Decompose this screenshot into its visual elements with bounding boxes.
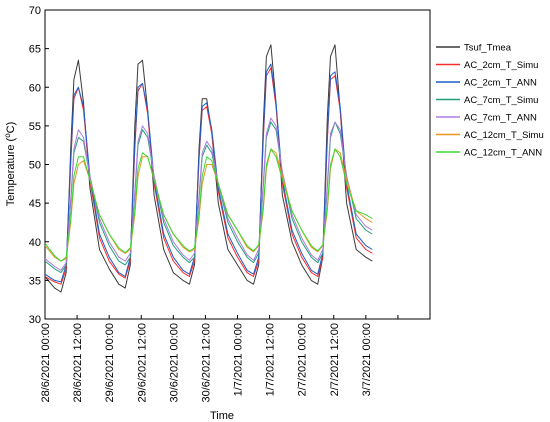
legend-label: AC_12cm_T_Simu — [464, 130, 544, 141]
x-tick-label: 30/6/2021 12:00 — [200, 323, 212, 403]
y-axis-title-superscript: o — [3, 133, 12, 138]
series-line-Tsuf_Tmea — [44, 44, 373, 293]
y-axis-title-end: C) — [5, 122, 17, 134]
y-tick-label: 70 — [29, 5, 41, 17]
y-tick-label: 30 — [29, 314, 41, 326]
x-axis-title: Time — [210, 410, 234, 422]
x-tick-label: 29/6/2021 00:00 — [104, 323, 116, 403]
legend-label: AC_2cm_T_ANN — [464, 78, 537, 89]
legend-label: AC_12cm_T_ANN — [464, 148, 542, 159]
y-tick-label: 35 — [29, 275, 41, 287]
x-tick-label: 1/7/2021 12:00 — [265, 323, 277, 396]
y-axis-title: Temperature (oC) — [3, 122, 17, 207]
legend: Tsuf_Tmea AC_2cm_T_Simu AC_2cm_T_ANN AC_7cm… — [436, 43, 544, 159]
x-axis: 28/6/2021 00:00 28/6/2021 12:00 29/6/2021 … — [40, 315, 431, 403]
y-axis-title-main: Temperature ( — [5, 137, 17, 206]
x-tick-label: 2/7/2021 12:00 — [329, 323, 341, 396]
y-tick-label: 55 — [29, 121, 41, 133]
plot-frame — [44, 9, 431, 320]
series-line-AC_12cm_T_ANN — [44, 148, 373, 262]
y-tick-label: 60 — [29, 82, 41, 94]
x-tick-label: 30/6/2021 00:00 — [168, 323, 180, 403]
x-tick-label: 3/7/2021 00:00 — [361, 323, 373, 396]
x-tick-label: 1/7/2021 00:00 — [233, 323, 245, 396]
series-line-AC_2cm_T_Simu — [44, 67, 373, 285]
legend-label: AC_7cm_T_Simu — [464, 95, 538, 106]
series-line-AC_2cm_T_ANN — [44, 63, 373, 283]
y-tick-label: 45 — [29, 198, 41, 210]
legend-label: AC_2cm_T_Simu — [464, 60, 538, 71]
series-layer — [44, 44, 373, 293]
y-tick-label: 50 — [29, 160, 41, 172]
plot-area — [44, 9, 431, 320]
y-tick-label: 40 — [29, 237, 41, 249]
y-axis: 30 35 40 45 50 55 60 65 70 — [29, 5, 49, 326]
legend-label: Tsuf_Tmea — [464, 43, 512, 54]
x-tick-label: 28/6/2021 00:00 — [40, 323, 52, 403]
x-tick-label: 2/7/2021 00:00 — [297, 323, 309, 396]
x-tick-label: 28/6/2021 12:00 — [72, 323, 84, 403]
legend-label: AC_7cm_T_ANN — [464, 113, 537, 124]
y-tick-label: 65 — [29, 44, 41, 56]
x-tick-label: 29/6/2021 12:00 — [136, 323, 148, 403]
